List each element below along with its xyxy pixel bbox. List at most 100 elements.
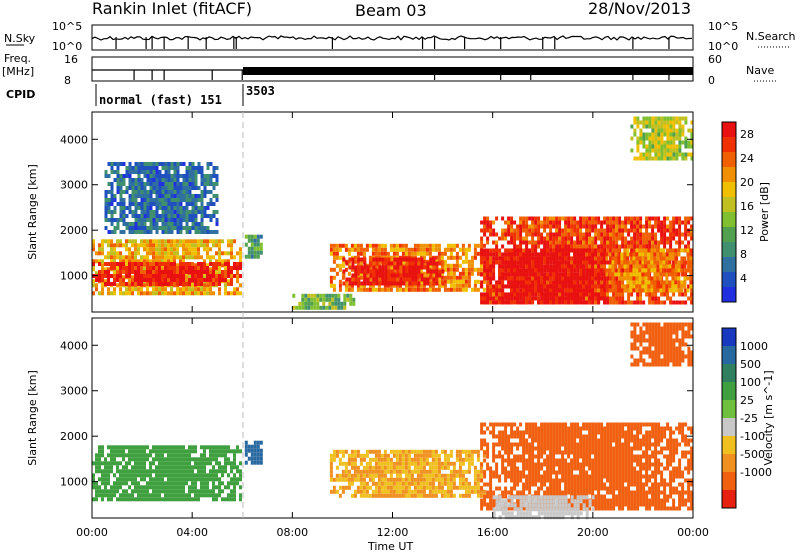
data-cell-9	[684, 152, 688, 157]
data-cell-0	[137, 469, 140, 474]
data-cell-7	[537, 300, 541, 305]
data-cell-8	[629, 276, 633, 281]
data-cell-6	[669, 224, 673, 229]
data-cell-10	[125, 222, 129, 226]
data-cell-7	[534, 284, 538, 289]
data-cell-7	[510, 284, 514, 289]
data-cell-8	[638, 248, 642, 253]
data-cell-0	[197, 497, 200, 502]
data-cell-9	[642, 120, 646, 125]
data-cell-10	[140, 226, 144, 230]
data-cell-6	[645, 292, 649, 297]
data-cell-4	[338, 247, 342, 252]
data-cell-6	[612, 280, 616, 285]
data-cell-0	[134, 239, 137, 244]
data-cell-8	[674, 260, 678, 265]
data-cell-10	[116, 166, 120, 170]
data-cell-1	[143, 278, 146, 282]
data-cell-0	[134, 477, 137, 482]
data-cell-8	[626, 276, 630, 281]
data-cell-6	[531, 228, 535, 233]
data-cell-10	[119, 162, 123, 166]
data-cell-6	[519, 228, 523, 233]
data-cell-9	[660, 132, 664, 137]
data-cell-0	[101, 493, 104, 498]
data-cell-1	[104, 270, 107, 274]
data-cell-10	[128, 210, 132, 214]
data-cell-7	[591, 272, 595, 277]
data-cell-2	[256, 234, 260, 239]
data-cell-0	[107, 445, 110, 450]
data-cell-1	[191, 270, 194, 274]
data-cell-1	[188, 282, 191, 286]
data-cell-4	[383, 287, 387, 292]
data-cell-7	[576, 260, 580, 265]
data-cell-0	[206, 461, 209, 466]
data-cell-5	[423, 277, 427, 282]
data-cell-6	[558, 244, 562, 249]
data-cell-6	[588, 232, 592, 237]
data-cell-5	[384, 257, 388, 262]
data-cell-0	[215, 461, 218, 466]
data-cell-0	[215, 271, 218, 276]
data-cell-10	[107, 174, 111, 178]
data-cell-0	[158, 449, 161, 454]
data-cell-8	[620, 276, 624, 281]
data-cell-3	[301, 305, 305, 310]
data-cell-7	[567, 288, 571, 293]
data-cell-4	[338, 243, 342, 248]
data-cell-5	[432, 265, 436, 270]
data-cell-6	[486, 248, 490, 253]
data-cell-1	[191, 262, 194, 266]
data-cell-4	[332, 255, 336, 260]
data-cell-0	[176, 485, 179, 490]
data-cell-0	[95, 497, 98, 502]
data-cell-10	[173, 174, 177, 178]
data-cell-7	[603, 272, 607, 277]
data-cell-4	[416, 283, 420, 288]
data-cell-10	[134, 186, 138, 190]
colorbar-swatch	[722, 227, 736, 243]
data-cell-6	[648, 296, 652, 301]
data-cell-0	[167, 461, 170, 466]
data-cell-8	[620, 272, 624, 277]
data-cell-0	[230, 275, 233, 280]
data-cell-0	[179, 485, 182, 490]
data-cell-0	[125, 287, 128, 292]
data-cell-7	[492, 256, 496, 261]
data-cell-10	[164, 214, 168, 218]
data-cell-0	[191, 481, 194, 486]
data-cell-0	[179, 481, 182, 486]
data-cell-8	[635, 288, 639, 293]
data-cell-7	[552, 284, 556, 289]
data-cell-8	[632, 264, 636, 269]
data-cell-6	[579, 268, 583, 273]
data-cell-9	[654, 140, 658, 145]
data-cell-6	[687, 240, 691, 245]
beam-title: Beam 03	[355, 1, 427, 20]
data-cell-9	[645, 152, 649, 157]
data-cell-0	[110, 465, 113, 470]
data-cell-7	[534, 272, 538, 277]
y-tick-label: 2000	[60, 224, 88, 237]
data-cell-7	[510, 256, 514, 261]
data-cell-0	[224, 457, 227, 462]
data-cell-4	[473, 267, 477, 272]
data-cell-7	[597, 276, 601, 281]
data-cell-8	[635, 280, 639, 285]
data-cell-6	[618, 228, 622, 233]
data-cell-10	[113, 162, 117, 166]
data-cell-0	[239, 255, 242, 260]
data-cell-8	[641, 280, 645, 285]
data-cell-10	[161, 178, 165, 182]
data-cell-1	[155, 282, 158, 286]
velocity-data-cells	[92, 322, 694, 520]
data-cell-6	[495, 244, 499, 249]
data-cell-9	[633, 128, 637, 133]
data-cell-10	[161, 202, 165, 206]
data-cell-0	[101, 263, 104, 268]
data-cell-6	[492, 232, 496, 237]
data-cell-1	[104, 262, 107, 266]
data-cell-0	[212, 481, 215, 486]
data-cell-0	[194, 461, 197, 466]
